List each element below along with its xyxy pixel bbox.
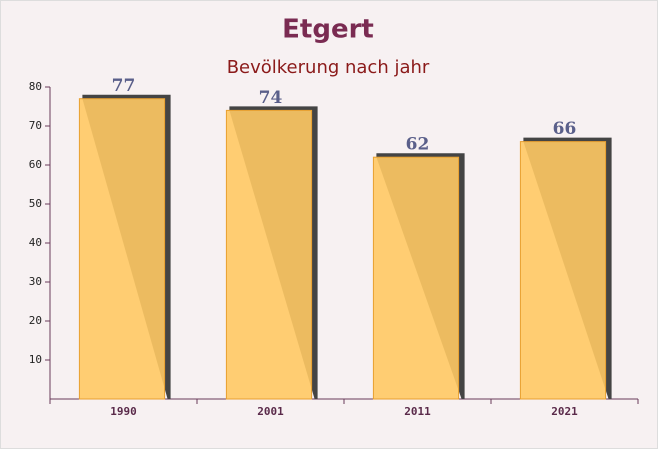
value-label: 62 bbox=[406, 135, 430, 155]
value-label: 77 bbox=[112, 76, 136, 96]
y-tick-label: 20 bbox=[29, 314, 42, 327]
y-tick-label: 60 bbox=[29, 158, 42, 171]
value-label: 66 bbox=[553, 119, 577, 139]
chart-title: Etgert bbox=[282, 15, 374, 45]
x-tick-label: 2001 bbox=[257, 405, 284, 418]
x-tick-label: 2021 bbox=[551, 405, 578, 418]
y-tick-label: 40 bbox=[29, 236, 42, 249]
bar bbox=[225, 109, 313, 400]
y-tick-label: 50 bbox=[29, 197, 42, 210]
y-tick-label: 70 bbox=[29, 119, 42, 132]
chart-subtitle: Bevölkerung nach jahr bbox=[227, 57, 430, 78]
bar bbox=[372, 156, 460, 400]
value-label: 74 bbox=[259, 88, 283, 108]
y-tick-label: 80 bbox=[29, 80, 42, 93]
x-tick-label: 2011 bbox=[404, 405, 431, 418]
y-tick-label: 10 bbox=[29, 353, 42, 366]
bar bbox=[78, 98, 166, 400]
bar bbox=[519, 141, 607, 400]
x-tick-label: 1990 bbox=[110, 405, 137, 418]
y-tick-label: 30 bbox=[29, 275, 42, 288]
